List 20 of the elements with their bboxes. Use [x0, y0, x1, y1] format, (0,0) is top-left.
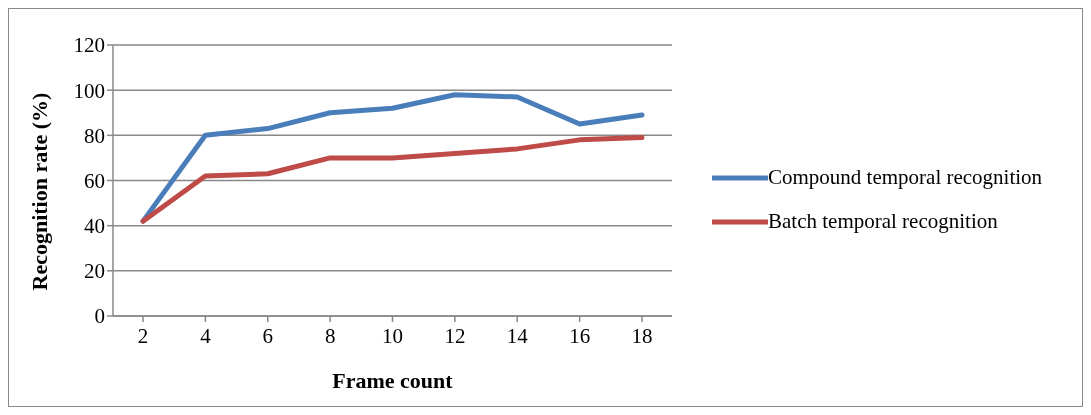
y-tick-label: 0	[94, 304, 105, 329]
legend-label: Compound temporal recognition	[768, 163, 1043, 190]
y-tick-label: 100	[73, 78, 105, 103]
x-axis-title: Frame count	[332, 368, 454, 393]
y-tick-label: 20	[84, 259, 105, 284]
y-tick-label: 80	[84, 123, 105, 148]
x-tick-label: 2	[137, 323, 149, 348]
x-tick-label: 14	[506, 323, 529, 348]
y-axis-title: Recognition rate (%)	[26, 92, 52, 291]
y-tick-label: 60	[84, 168, 105, 193]
x-tick-label: 18	[631, 323, 653, 348]
x-tick-label: 4	[200, 323, 212, 348]
x-tick-label: 12	[444, 323, 466, 348]
legend-label: Batch temporal recognition	[768, 207, 998, 234]
x-tick-label: 16	[569, 323, 591, 348]
x-tick-label: 10	[382, 323, 403, 348]
x-tick-label: 6	[262, 323, 273, 348]
y-tick-label: 120	[73, 33, 105, 58]
y-tick-label: 40	[84, 214, 105, 239]
x-tick-label: 8	[324, 323, 336, 348]
